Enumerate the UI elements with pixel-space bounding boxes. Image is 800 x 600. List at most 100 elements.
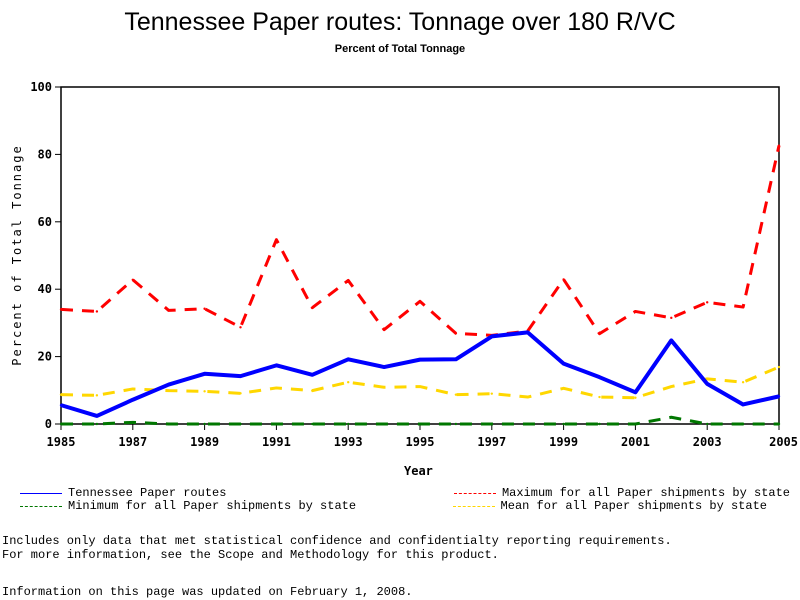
data-point-minimum-for-all-paper-shipments-by-state [741, 422, 745, 426]
data-point-tennessee-paper-routes [777, 395, 781, 398]
x-tick-label: 1997 [477, 435, 506, 449]
data-point-maximum-for-all-paper-shipments-by-state [311, 306, 314, 309]
legend-label: Minimum for all Paper shipments by state [68, 499, 357, 513]
footnote-updated: Information on this page was updated on … [2, 585, 413, 599]
legend-item-tennessee: Tennessee Paper routes [20, 487, 226, 500]
y-axis-ticks: 0 20 40 60 80 100 [30, 80, 61, 431]
data-point-mean-for-all-paper-shipments-by-state [418, 385, 422, 388]
data-point-minimum-for-all-paper-shipments-by-state [634, 422, 637, 426]
data-point-mean-for-all-paper-shipments-by-state [239, 392, 242, 395]
plot-border [60, 86, 780, 425]
data-point-tennessee-paper-routes [418, 358, 422, 361]
data-point-mean-for-all-paper-shipments-by-state [526, 395, 529, 399]
x-tick-label: 1987 [118, 435, 147, 449]
data-point-minimum-for-all-paper-shipments-by-state [95, 422, 99, 426]
x-tick-label: 1985 [47, 435, 76, 449]
data-point-mean-for-all-paper-shipments-by-state [311, 389, 314, 392]
data-point-maximum-for-all-paper-shipments-by-state [347, 279, 350, 282]
data-point-mean-for-all-paper-shipments-by-state [777, 365, 781, 369]
data-point-minimum-for-all-paper-shipments-by-state [131, 421, 134, 424]
data-point-minimum-for-all-paper-shipments-by-state [167, 422, 170, 426]
x-tick-label: 1993 [334, 435, 363, 449]
data-point-minimum-for-all-paper-shipments-by-state [59, 422, 63, 426]
series-line-maximum-for-all-paper-shipments-by-state [60, 145, 781, 337]
legend-label: Maximum for all Paper shipments by state [501, 486, 790, 500]
data-point-maximum-for-all-paper-shipments-by-state [777, 144, 781, 147]
y-tick-label: 20 [38, 350, 52, 364]
data-point-tennessee-paper-routes [526, 331, 529, 334]
data-point-minimum-for-all-paper-shipments-by-state [454, 422, 458, 426]
data-point-tennessee-paper-routes [275, 364, 278, 367]
data-point-maximum-for-all-paper-shipments-by-state [239, 326, 242, 329]
data-point-tennessee-paper-routes [490, 335, 493, 338]
data-point-mean-for-all-paper-shipments-by-state [95, 394, 99, 397]
data-point-maximum-for-all-paper-shipments-by-state [418, 300, 422, 303]
x-tick-label: 1995 [406, 435, 435, 449]
data-point-maximum-for-all-paper-shipments-by-state [454, 332, 458, 335]
chart-subtitle: Percent of Total Tonnage [334, 43, 466, 55]
x-axis-ticks: 1985 1987 1989 1991 1993 1995 1997 1999 2001 2003… [47, 424, 798, 449]
data-point-minimum-for-all-paper-shipments-by-state [239, 422, 242, 426]
data-point-mean-for-all-paper-shipments-by-state [670, 385, 673, 388]
legend-label: Mean for all Paper shipments by state [500, 499, 767, 513]
x-tick-label: 2001 [621, 435, 650, 449]
data-point-maximum-for-all-paper-shipments-by-state [741, 305, 745, 309]
data-point-maximum-for-all-paper-shipments-by-state [634, 310, 637, 313]
y-tick-label: 60 [38, 215, 52, 229]
data-point-minimum-for-all-paper-shipments-by-state [670, 416, 673, 419]
data-point-tennessee-paper-routes [347, 358, 350, 361]
legend-item-maximum: Maximum for all Paper shipments by state [453, 486, 790, 500]
data-point-mean-for-all-paper-shipments-by-state [275, 386, 278, 390]
legend-item-mean: Mean for all Paper shipments by state [452, 499, 767, 513]
data-point-mean-for-all-paper-shipments-by-state [382, 386, 386, 389]
legend-swatch-dashed-yellow-icon [452, 506, 495, 507]
legend-swatch-dashed-red-icon [453, 493, 496, 494]
data-point-minimum-for-all-paper-shipments-by-state [311, 422, 314, 426]
data-point-mean-for-all-paper-shipments-by-state [131, 387, 134, 391]
data-point-maximum-for-all-paper-shipments-by-state [203, 307, 206, 310]
data-point-maximum-for-all-paper-shipments-by-state [706, 301, 709, 304]
data-point-tennessee-paper-routes [167, 383, 170, 386]
data-point-tennessee-paper-routes [239, 374, 242, 378]
data-point-mean-for-all-paper-shipments-by-state [203, 390, 206, 393]
data-point-mean-for-all-paper-shipments-by-state [634, 396, 637, 399]
data-point-mean-for-all-paper-shipments-by-state [598, 395, 601, 399]
series-layer [59, 144, 781, 426]
data-point-tennessee-paper-routes [706, 382, 709, 386]
data-point-minimum-for-all-paper-shipments-by-state [562, 422, 565, 426]
footnote-confidence: Includes only data that met statistical … [2, 534, 672, 548]
data-point-mean-for-all-paper-shipments-by-state [562, 387, 565, 390]
legend-swatch-solid-blue-icon [20, 493, 62, 494]
legend-label: Tennessee Paper routes [68, 486, 227, 500]
data-point-maximum-for-all-paper-shipments-by-state [598, 332, 601, 335]
data-point-maximum-for-all-paper-shipments-by-state [167, 309, 170, 312]
data-point-tennessee-paper-routes [598, 375, 601, 379]
data-point-maximum-for-all-paper-shipments-by-state [382, 328, 386, 331]
data-point-tennessee-paper-routes [454, 358, 458, 361]
data-point-tennessee-paper-routes [311, 373, 314, 376]
x-tick-label: 1989 [190, 435, 219, 449]
data-point-minimum-for-all-paper-shipments-by-state [598, 422, 601, 426]
data-point-tennessee-paper-routes [203, 372, 206, 375]
data-point-tennessee-paper-routes [382, 365, 386, 369]
data-point-tennessee-paper-routes [634, 391, 637, 394]
series-line-tennessee-paper-routes [60, 330, 780, 418]
data-point-mean-for-all-paper-shipments-by-state [741, 381, 745, 384]
data-point-maximum-for-all-paper-shipments-by-state [562, 278, 565, 281]
data-point-minimum-for-all-paper-shipments-by-state [706, 422, 709, 426]
data-point-minimum-for-all-paper-shipments-by-state [275, 422, 278, 426]
x-tick-label: 2005 [769, 435, 798, 449]
data-point-mean-for-all-paper-shipments-by-state [706, 377, 709, 381]
x-tick-label: 2003 [693, 435, 722, 449]
data-point-mean-for-all-paper-shipments-by-state [454, 393, 458, 396]
x-axis-label: Year [404, 464, 433, 478]
data-point-mean-for-all-paper-shipments-by-state [490, 392, 493, 395]
data-point-minimum-for-all-paper-shipments-by-state [490, 422, 493, 426]
data-point-minimum-for-all-paper-shipments-by-state [777, 422, 781, 426]
series-line-mean-for-all-paper-shipments-by-state [60, 365, 780, 400]
data-point-tennessee-paper-routes [741, 403, 745, 406]
chart-title: Tennessee Paper routes: Tonnage over 180… [124, 8, 676, 36]
data-point-tennessee-paper-routes [131, 398, 134, 401]
data-point-mean-for-all-paper-shipments-by-state [59, 393, 63, 396]
footnote-methodology: For more information, see the Scope and … [2, 548, 499, 562]
